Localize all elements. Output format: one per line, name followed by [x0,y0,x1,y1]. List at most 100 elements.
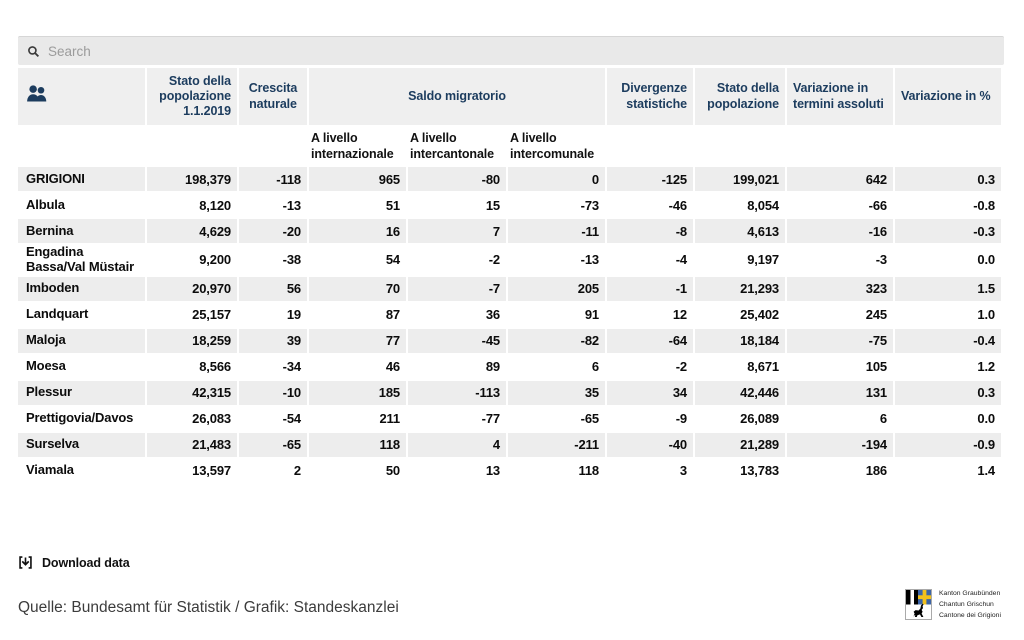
cell-value: 965 [309,167,406,191]
cell-value: -194 [787,432,893,457]
cell-value: -3 [787,245,893,275]
canton-logo-text: Kanton Graubünden Chantun Grischun Canto… [939,588,1001,622]
cell-value: 56 [239,276,307,301]
cell-value: 25,157 [147,302,237,327]
cell-value: 35 [508,380,605,405]
cell-value: 21,483 [147,432,237,457]
cell-value: 1.0 [895,302,1001,327]
search-input[interactable] [48,43,948,59]
column-header-variation-absolute: Variazione in termini assoluti [787,68,893,125]
cell-value: 9,197 [695,245,785,275]
table-row: Landquart 25,157 19 87 36 91 12 25,402 245 1.0 [18,302,1001,327]
cell-value: -66 [787,193,893,217]
cell-value: 21,293 [695,276,785,301]
cell-value: 4 [408,432,506,457]
subheader-international: A livello internazionale [309,127,406,165]
region-name: Plessur [18,380,145,405]
cell-value: 12 [607,302,693,327]
region-name: Surselva [18,432,145,457]
cell-value: -20 [239,219,307,243]
cell-value: 42,315 [147,380,237,405]
region-name: Landquart [18,302,145,327]
cell-value: 8,566 [147,354,237,379]
cell-value: 185 [309,380,406,405]
region-name: Prettigovia/Davos [18,406,145,431]
cell-value: -65 [239,432,307,457]
region-name: Maloja [18,328,145,353]
cell-value: -65 [508,406,605,431]
cell-value: 642 [787,167,893,191]
cell-value: -11 [508,219,605,243]
table-row: Engadina Bassa/Val Müstair 9,200 -38 54 -2 -1… [18,245,1001,275]
ibex-silhouette [913,603,924,618]
cell-value: 8,671 [695,354,785,379]
table-row: GRIGIONI 198,379 -118 965 -80 0 -125 199,021 642… [18,167,1001,191]
region-name: Engadina Bassa/Val Müstair [18,245,145,275]
cell-value: -80 [408,167,506,191]
table-row: Surselva 21,483 -65 118 4 -211 -40 21,289 -194 -0… [18,432,1001,457]
download-data-label: Download data [42,555,130,570]
cell-value: 0.0 [895,245,1001,275]
cell-value: -46 [607,193,693,217]
cell-value: 1.4 [895,458,1001,483]
cell-value: -0.4 [895,328,1001,353]
table-row: Moesa 8,566 -34 46 89 6 -2 8,671 105 1.2 [18,354,1001,379]
table-row: Maloja 18,259 39 77 -45 -82 -64 18,184 -75 -0.4 [18,328,1001,353]
cell-value: 4,629 [147,219,237,243]
logo-line-de: Kanton Graubünden [939,590,1001,597]
cell-value: 51 [309,193,406,217]
table-body: GRIGIONI 198,379 -118 965 -80 0 -125 199,021 642… [18,167,1001,483]
cell-value: 8,120 [147,193,237,217]
cell-value: 199,021 [695,167,785,191]
download-data-button[interactable]: Download data [18,555,130,570]
table-row: Plessur 42,315 -10 185 -113 35 34 42,446 131 0.3 [18,380,1001,405]
cell-value: -10 [239,380,307,405]
cell-value: 2 [239,458,307,483]
column-header-migration: Saldo migratorio [309,68,605,125]
region-name: Moesa [18,354,145,379]
region-name: Viamala [18,458,145,483]
cell-value: 15 [408,193,506,217]
cell-value: -13 [239,193,307,217]
cell-value: 105 [787,354,893,379]
cell-value: 26,083 [147,406,237,431]
cell-value: 13,783 [695,458,785,483]
column-header-population: Stato della popolazione [695,68,785,125]
subheader-intercommunal: A livello intercomunale [508,127,605,165]
cell-value: -4 [607,245,693,275]
cell-value: -45 [408,328,506,353]
cell-value: 6 [787,406,893,431]
canton-logo: Kanton Graubünden Chantun Grischun Canto… [905,588,1001,622]
cell-value: 0.0 [895,406,1001,431]
coat-of-arms-icon [905,589,932,621]
logo-line-rm: Chantun Grischun [939,601,994,609]
cell-value: 3 [607,458,693,483]
cell-value: -1 [607,276,693,301]
cell-value: 118 [309,432,406,457]
cell-value: 34 [607,380,693,405]
cell-value: 21,289 [695,432,785,457]
cell-value: -40 [607,432,693,457]
people-icon [27,85,47,102]
source-caption: Quelle: Bundesamt für Statistik / Grafik… [18,599,399,616]
logo-line-it: Cantone dei Grigioni [939,612,1001,620]
cell-value: -54 [239,406,307,431]
cell-value: 19 [239,302,307,327]
cell-value: 20,970 [147,276,237,301]
cell-value: -77 [408,406,506,431]
cell-value: -2 [607,354,693,379]
cell-value: 198,379 [147,167,237,191]
region-name: Albula [18,193,145,217]
column-header-variation-percent: Variazione in % [895,68,1001,125]
cell-value: -7 [408,276,506,301]
cell-value: 9,200 [147,245,237,275]
search-icon [28,45,40,57]
cell-value: 1.5 [895,276,1001,301]
cell-value: 18,184 [695,328,785,353]
cell-value: -0.9 [895,432,1001,457]
cell-value: 211 [309,406,406,431]
cell-value: 46 [309,354,406,379]
population-table: Stato della popolazione 1.1.2019 Crescit… [16,66,1003,485]
cell-value: 1.2 [895,354,1001,379]
cell-value: -113 [408,380,506,405]
